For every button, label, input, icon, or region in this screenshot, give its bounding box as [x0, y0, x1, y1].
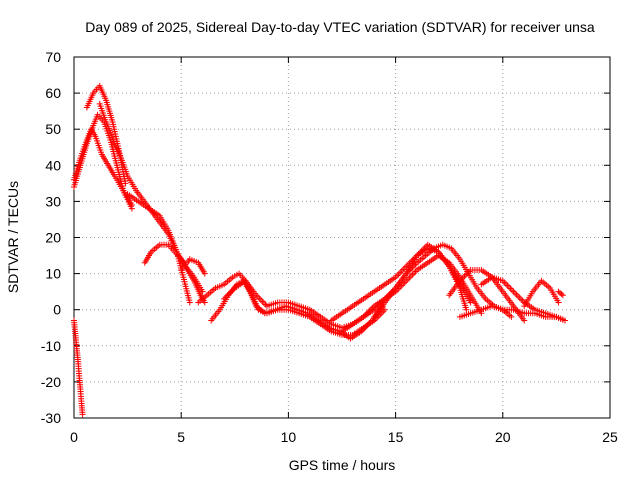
data-point [395, 271, 402, 278]
series-track-17 [521, 277, 562, 310]
grid [74, 57, 610, 418]
data-point [508, 287, 515, 294]
y-tick-label: -10 [41, 338, 61, 354]
data-point [257, 296, 264, 303]
data-point [79, 411, 86, 418]
series-track-18 [555, 288, 566, 299]
series-track-10 [221, 241, 470, 331]
data-point [394, 272, 401, 279]
y-tick-label: 40 [45, 157, 61, 173]
y-tick-label: -30 [41, 410, 61, 426]
x-axis-label: GPS time / hours [289, 457, 396, 473]
data-point [256, 295, 263, 302]
data-point [199, 288, 206, 295]
series-track-7 [178, 256, 208, 277]
data-point [559, 292, 566, 299]
data-point [519, 297, 526, 304]
data-point [512, 290, 519, 297]
data-point [518, 296, 525, 303]
series-track-19 [71, 317, 86, 418]
y-tick-label: 0 [53, 302, 61, 318]
series-track-16 [478, 274, 568, 324]
data-point [555, 299, 562, 306]
data-point [259, 298, 266, 305]
data-point [561, 317, 568, 324]
y-tick-label: 50 [45, 121, 61, 137]
data-point [502, 280, 509, 287]
data-point [558, 291, 565, 298]
y-tick-label: 10 [45, 266, 61, 282]
data-point [262, 301, 269, 308]
data-point [397, 269, 404, 276]
x-tick-label: 5 [177, 429, 185, 445]
data-point [463, 306, 470, 313]
data-point [122, 180, 129, 187]
chart-title: Day 089 of 2025, Sidereal Day-to-day VTE… [85, 19, 595, 35]
y-tick-label: 20 [45, 230, 61, 246]
series-track-2 [71, 126, 135, 212]
series-track-4 [96, 100, 206, 295]
axis-ticks [73, 56, 611, 419]
y-tick-label: 70 [45, 49, 61, 65]
series-track-11 [328, 245, 474, 324]
data-point [510, 288, 517, 295]
data-point [521, 317, 528, 324]
data-point [516, 294, 523, 301]
y-tick-label: -20 [41, 374, 61, 390]
data-point [201, 299, 208, 306]
data-point [505, 284, 512, 291]
y-tick-label: 60 [45, 85, 61, 101]
data-point [467, 299, 474, 306]
data-point [507, 285, 514, 292]
series-track-5 [124, 191, 193, 306]
x-tick-label: 25 [602, 429, 618, 445]
x-tick-label: 0 [70, 429, 78, 445]
data-point [504, 282, 511, 289]
tick-labels: 0 5 10 15 20 25 -30 -20 -10 0 10 20 30 40 50 60 70 [41, 49, 618, 445]
data-points [71, 82, 568, 418]
x-tick-label: 10 [281, 429, 297, 445]
data-point [513, 291, 520, 298]
y-tick-label: 30 [45, 193, 61, 209]
data-point [128, 205, 135, 212]
data-point [201, 270, 208, 277]
data-point [260, 299, 267, 306]
data-point [515, 293, 522, 300]
x-tick-label: 15 [388, 429, 404, 445]
y-axis-label: SDTVAR / TECUs [5, 181, 21, 293]
data-point [508, 313, 515, 320]
data-point [186, 299, 193, 306]
x-tick-label: 20 [495, 429, 511, 445]
